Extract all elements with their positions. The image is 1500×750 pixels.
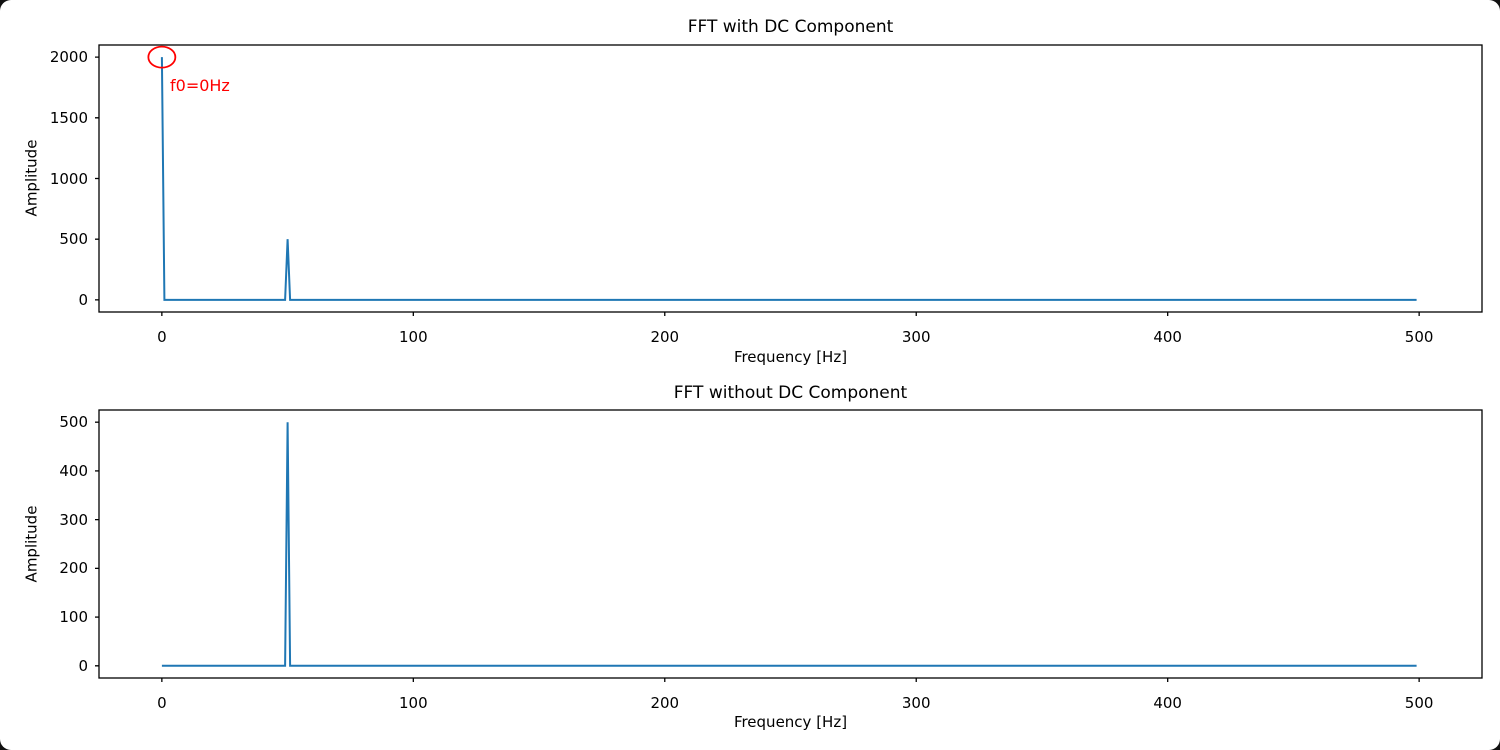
x-tick-label: 0: [157, 694, 167, 712]
axes-frame: [98, 409, 1483, 679]
axes-frame: [98, 44, 1483, 313]
x-tick-label: 200: [650, 694, 680, 712]
x-tick-label: 100: [398, 328, 428, 346]
plot-title-top: FFT with DC Component: [687, 17, 894, 37]
fft-data-line: [161, 422, 1417, 667]
x-tick-label: 200: [650, 328, 680, 346]
y-tick-label: 100: [59, 608, 88, 627]
x-tick-label: 300: [901, 328, 931, 346]
annotation-ellipse: [147, 45, 177, 69]
x-tick-label: 500: [1404, 328, 1434, 346]
x-tick-label: 300: [901, 694, 931, 712]
y-tick-label: 0: [78, 656, 88, 675]
y-tick-label: 500: [59, 413, 88, 432]
x-tick-label: 0: [157, 328, 167, 346]
fft-data-line: [160, 57, 1417, 301]
y-tick-label: 2000: [49, 48, 88, 67]
y-tick-label: 1000: [49, 169, 88, 188]
x-axis-label-bottom: Frequency [Hz]: [733, 713, 848, 731]
y-tick-label: 500: [59, 230, 88, 249]
x-axis-label-top: Frequency [Hz]: [733, 348, 848, 366]
y-tick-label: 200: [59, 559, 88, 578]
x-tick-label: 100: [398, 694, 428, 712]
y-tick-label: 1500: [49, 108, 88, 127]
annotation-f0: f0=0Hz: [170, 76, 230, 95]
x-tick-label: 400: [1153, 694, 1182, 712]
x-tick-label: 500: [1404, 694, 1434, 712]
y-tick-label: 0: [78, 290, 88, 309]
y-tick-label: 400: [59, 461, 88, 480]
y-tick-label: 300: [59, 510, 88, 529]
plot-title-bottom: FFT without DC Component: [673, 383, 908, 403]
x-tick-label: 400: [1153, 328, 1182, 346]
